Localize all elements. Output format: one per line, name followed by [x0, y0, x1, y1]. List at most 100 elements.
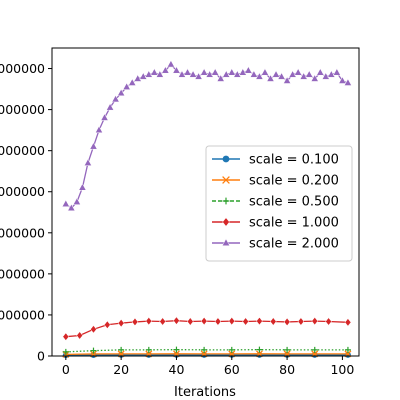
series-5-point [61, 199, 70, 207]
legend-label: scale = 0.200 [249, 174, 339, 189]
series-5-point [177, 70, 187, 78]
series-3-point-shape [90, 347, 97, 354]
series-3-point [228, 346, 235, 353]
series-4-point [62, 332, 70, 341]
series-5-point [150, 68, 159, 76]
series-5-point [72, 197, 81, 205]
series-3-point [311, 346, 318, 353]
series-5-point [161, 66, 170, 74]
series-3 [62, 346, 351, 355]
series-4-point [214, 317, 222, 326]
series-3-point-shape [344, 346, 351, 353]
legend-entry: scale = 0.500 [212, 195, 339, 210]
series-3-line [65, 348, 348, 353]
y-tick-label: 000000 [0, 225, 45, 240]
series-2-line [65, 353, 348, 356]
series-3-point [256, 346, 263, 353]
series-4-point [256, 316, 263, 326]
series-4-point [283, 317, 291, 327]
series-4-point [131, 317, 139, 327]
series-5-point [321, 72, 330, 80]
series-5-point [67, 203, 76, 212]
series-1 [62, 351, 351, 359]
legend-marker [222, 217, 230, 227]
series-5-point [244, 66, 253, 74]
legend-marker-shape [222, 197, 230, 205]
series-3-point-shape [311, 346, 318, 353]
plot-area-frame [51, 47, 360, 357]
series-5-point [189, 70, 198, 78]
series-3-point [201, 346, 208, 353]
series-1-point [256, 351, 263, 358]
series-4-point [76, 331, 83, 340]
series-5-point [288, 70, 297, 78]
x-tick-label: 100 [330, 362, 354, 377]
series-5 [61, 59, 352, 212]
x-tick-label: 20 [113, 362, 129, 377]
series-4-point [159, 317, 166, 326]
series-5-point [222, 70, 231, 78]
series-5-point [249, 70, 258, 78]
legend-label: scale = 0.500 [249, 195, 339, 210]
series-3-point [118, 346, 125, 353]
series-3-point-shape [201, 346, 208, 353]
x-tick-label: 0 [62, 362, 70, 377]
legend-marker [221, 238, 231, 246]
series-4-point [200, 316, 208, 326]
series-5-point [122, 82, 131, 90]
series-5-point [332, 68, 341, 76]
y-tick-label: 000000 [0, 266, 45, 281]
series-5-point [106, 103, 115, 111]
y-tick-label: 000000 [0, 307, 45, 322]
series-4-point [90, 325, 97, 334]
x-tick-label: 60 [224, 362, 240, 377]
legend: scale = 0.100 scale = 0.200 scale = 0.500 s… [205, 145, 353, 262]
legend-label: scale = 1.000 [249, 216, 339, 231]
series-3-point [145, 346, 152, 353]
series-5-point [310, 74, 319, 82]
series-4-point [186, 317, 194, 326]
series-5-point [294, 68, 303, 76]
series-5-point [316, 68, 325, 76]
series-5-point [89, 142, 98, 150]
series-3-point-shape [62, 348, 69, 355]
series-5-point [305, 70, 314, 78]
series-5-point [78, 183, 87, 191]
series-3-point [62, 348, 69, 355]
legend-marker [222, 176, 230, 184]
series-4 [62, 316, 352, 341]
series-4-point [311, 316, 319, 326]
series-4-point [173, 316, 180, 325]
series-3-point-shape [118, 346, 125, 353]
series-5-point [83, 158, 93, 166]
x-tick-label: 80 [279, 362, 295, 377]
legend-entry: scale = 2.000 [212, 237, 339, 252]
series-5-point [255, 72, 264, 80]
series-5-point [194, 72, 203, 80]
series-5-point [266, 74, 275, 82]
series-4-point [228, 316, 236, 326]
x-tick-label: 40 [169, 362, 185, 377]
series-5-point [343, 78, 352, 86]
series-5-point [338, 76, 347, 84]
legend-entry: scale = 0.100 [212, 153, 339, 168]
series-5-point [155, 70, 164, 78]
series-5-point [139, 72, 148, 80]
series-5-point [327, 70, 336, 78]
series-5-point [144, 70, 153, 78]
series-4-point [269, 317, 277, 326]
legend-label: scale = 0.100 [249, 153, 339, 168]
series-3-point [173, 346, 180, 353]
series-4-point [344, 318, 352, 327]
y-tick-label: 000000 [0, 61, 45, 76]
legend-frame [205, 145, 353, 262]
series-5-point [277, 72, 286, 80]
series-4-point [117, 318, 125, 328]
series-3-point-shape [228, 346, 235, 353]
series-3-point-shape [256, 346, 263, 353]
y-tick-label: 000000 [0, 143, 45, 158]
series-5-point [216, 74, 225, 82]
series-3-point [90, 347, 97, 354]
series-5-point [117, 88, 126, 97]
